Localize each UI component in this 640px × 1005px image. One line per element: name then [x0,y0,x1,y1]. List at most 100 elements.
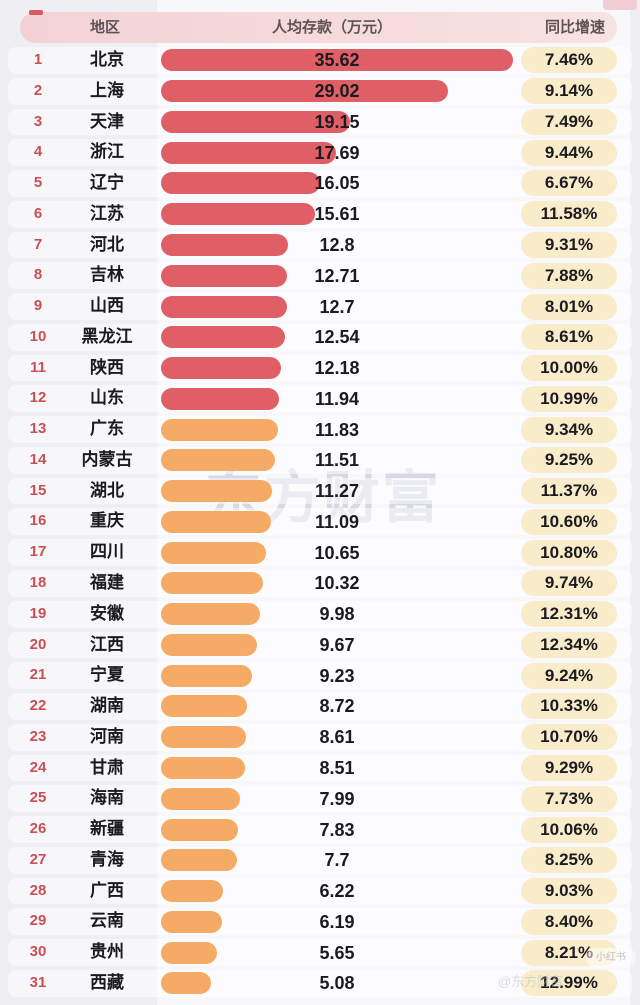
rank-label: 22 [29,697,47,715]
table-header: 地区 人均存款（万元） 同比增速 [20,12,617,43]
growth-badge: 10.00% [521,355,617,382]
value-label: 9.23 [319,665,355,686]
bar-cell: 15.61 [161,203,640,226]
region-name: 新疆 [90,819,124,839]
table-body: 1 北京 35.62 7.46% 2 上海 29.02 9.14% 3 天津 1… [0,45,640,999]
growth-badge: 9.03% [521,878,617,905]
value-label: 6.19 [319,911,355,932]
value-bar [161,787,240,810]
region-name: 重庆 [90,511,124,531]
bar-cell: 35.62 [161,49,640,72]
growth-badge: 10.80% [521,539,617,566]
value-bar [161,418,278,441]
value-label: 17.69 [314,142,360,163]
bar-cell: 17.69 [161,141,640,164]
value-label: 5.08 [319,973,355,994]
table-row: 16 重庆 11.09 10.60% [0,506,640,537]
rank-label: 10 [29,327,47,345]
value-bar [161,695,248,718]
table-row: 7 河北 12.8 9.31% [0,230,640,261]
bar-cell: 11.94 [161,387,640,410]
bar-cell: 8.61 [161,726,640,749]
bar-cell: 10.65 [161,541,640,564]
rank-label: 16 [29,512,47,530]
bar-cell: 7.99 [161,787,640,810]
table-row: 11 陕西 12.18 10.00% [0,353,640,384]
rank-label: 27 [29,850,47,868]
column-header-growth: 同比增速 [544,19,605,36]
region-name: 西藏 [90,972,124,992]
region-name: 甘肃 [90,757,124,777]
value-bar [161,849,238,872]
value-bar [161,326,285,349]
value-bar [161,633,257,656]
value-bar [161,141,336,164]
value-label: 9.98 [319,604,355,625]
region-name: 广西 [90,880,124,900]
growth-badge: 7.49% [521,108,617,135]
value-label: 11.94 [314,388,360,409]
bar-cell: 9.98 [161,603,640,626]
growth-badge: 9.74% [521,570,617,597]
rank-label: 31 [29,973,47,991]
rank-label: 28 [29,881,47,899]
cropped-logo-mark [29,10,43,15]
rank-label: 14 [29,450,47,468]
region-name: 上海 [90,80,124,100]
rank-label: 25 [29,789,47,807]
region-name: 海南 [90,788,124,808]
rank-label: 13 [29,420,47,438]
bar-cell: 12.54 [161,326,640,349]
table-row: 2 上海 29.02 9.14% [0,76,640,107]
rank-label: 30 [29,943,47,961]
rank-label: 29 [29,912,47,930]
value-label: 12.54 [314,327,360,348]
growth-badge: 11.37% [521,478,617,505]
table-row: 21 宁夏 9.23 9.24% [0,660,640,691]
rank-label: 21 [29,666,47,684]
bar-cell: 11.09 [161,510,640,533]
region-name: 陕西 [90,357,124,377]
value-bar [161,603,260,626]
growth-badge: 9.14% [521,78,617,105]
table-row: 3 天津 19.15 7.49% [0,107,640,138]
region-name: 辽宁 [90,173,124,193]
growth-badge: 9.25% [521,447,617,474]
value-label: 35.62 [314,50,360,71]
table-row: 30 贵州 5.65 8.21% [0,937,640,968]
table-row: 6 江苏 15.61 11.58% [0,199,640,230]
value-bar [161,541,267,564]
rank-label: 2 [33,81,43,99]
region-name: 青海 [90,849,124,869]
table-row: 26 新疆 7.83 10.06% [0,814,640,845]
value-bar [161,941,217,964]
value-label: 11.09 [314,511,360,532]
table-row: 20 江西 9.67 12.34% [0,630,640,661]
rank-label: 26 [29,820,47,838]
bar-cell: 6.22 [161,880,640,903]
rank-label: 20 [29,635,47,653]
rank-label: 6 [33,204,43,222]
value-bar [161,80,448,103]
value-bar [161,757,246,779]
region-name: 宁夏 [90,665,124,685]
bar-cell: 12.7 [161,295,640,318]
column-header-value: 人均存款（万元） [271,19,392,36]
value-label: 12.8 [319,234,355,255]
value-label: 15.61 [314,204,360,225]
growth-badge: 11.58% [521,201,617,228]
bar-cell: 10.32 [161,572,640,595]
region-name: 山西 [90,296,124,316]
table-row: 29 云南 6.19 8.40% [0,906,640,937]
bar-cell: 9.67 [161,633,640,656]
growth-badge: 12.99% [521,970,617,997]
region-name: 江苏 [90,203,124,223]
growth-badge: 7.46% [521,47,617,74]
value-label: 6.22 [319,881,355,902]
value-bar [161,480,273,503]
region-name: 内蒙古 [81,449,133,469]
table-row: 10 黑龙江 12.54 8.61% [0,322,640,353]
table-row: 28 广西 6.22 9.03% [0,876,640,907]
value-bar [161,664,253,687]
